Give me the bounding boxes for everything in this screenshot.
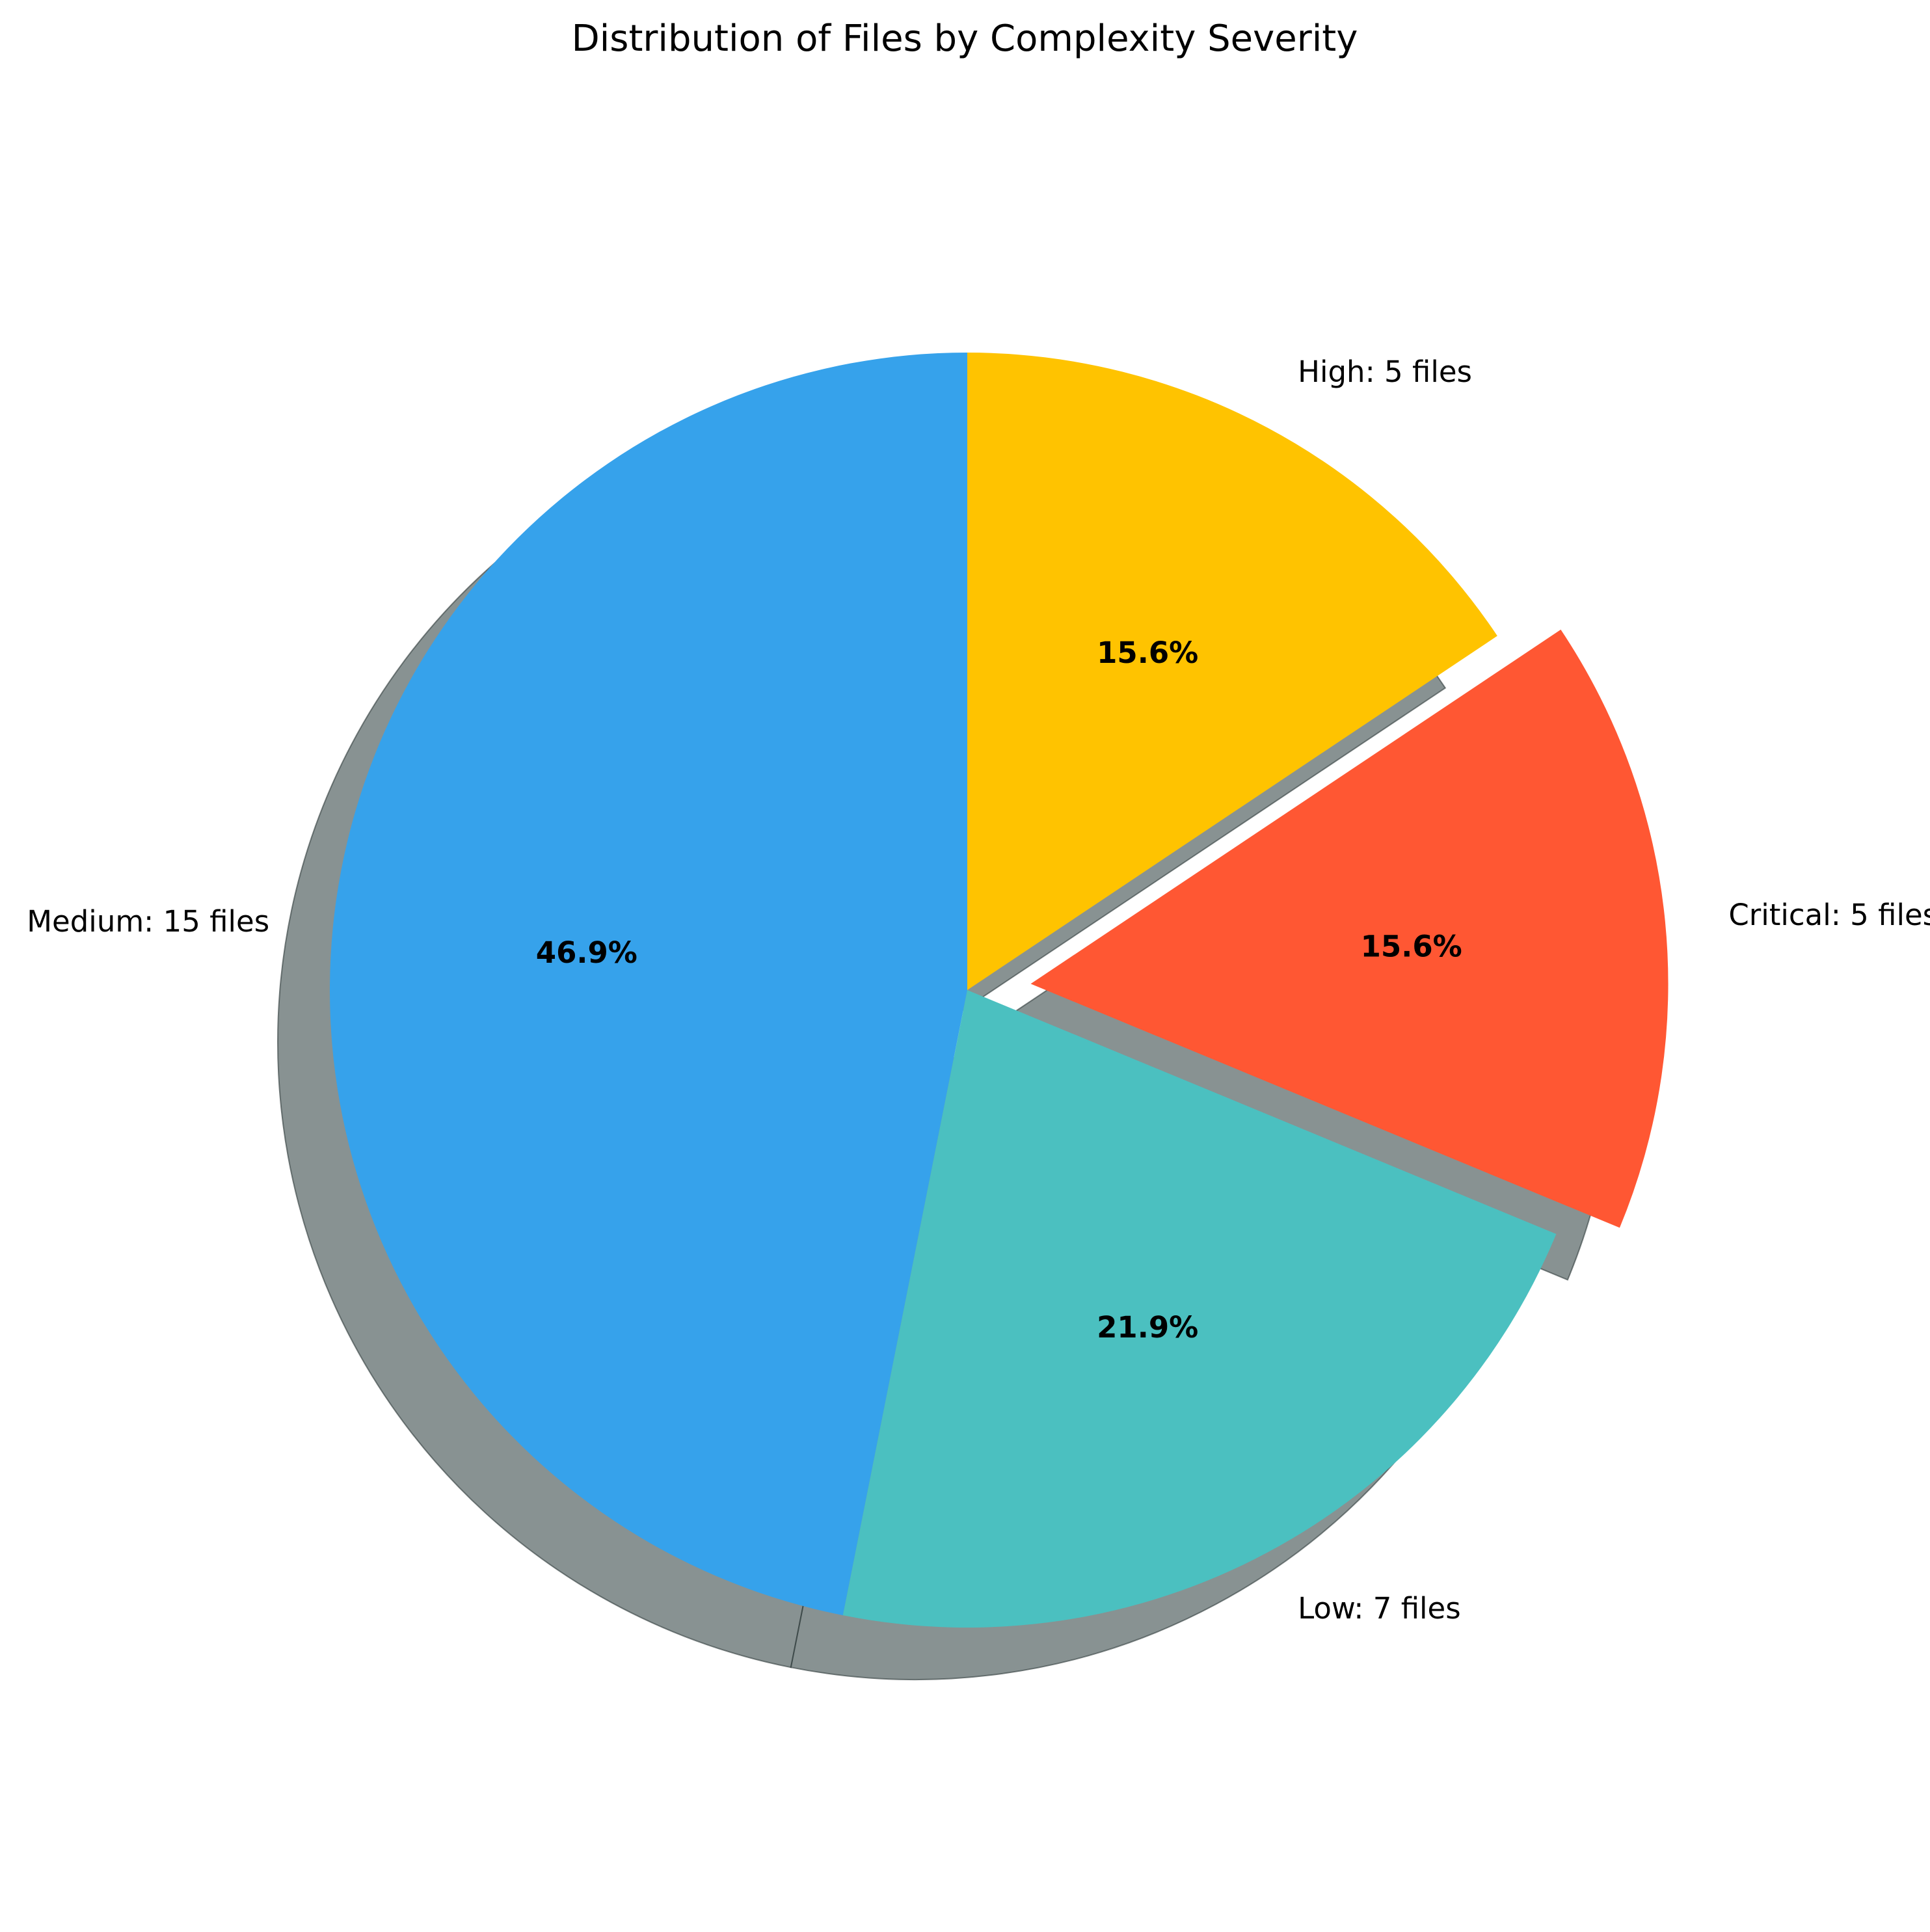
slice-low [842, 990, 1557, 1628]
pct-label-high: 15.6% [1097, 636, 1198, 670]
pct-label-critical: 15.6% [1361, 929, 1462, 963]
slice-label-low: Low: 7 files [1298, 1591, 1461, 1626]
chart-title: Distribution of Files by Complexity Seve… [572, 18, 1358, 60]
pct-label-medium: 46.9% [536, 935, 637, 970]
slice-label-critical: Critical: 5 files [1728, 898, 1930, 932]
slice-layer [329, 353, 1669, 1628]
slice-critical [1030, 629, 1669, 1228]
slice-medium [329, 353, 967, 1616]
slice-label-high: High: 5 files [1298, 355, 1472, 389]
slice-label-medium: Medium: 15 files [27, 904, 269, 939]
pct-label-low: 21.9% [1097, 1310, 1198, 1345]
label-layer: Medium: 15 files 46.9% Low: 7 files 21.9% Cr… [27, 355, 1930, 1626]
slice-high [967, 353, 1497, 990]
